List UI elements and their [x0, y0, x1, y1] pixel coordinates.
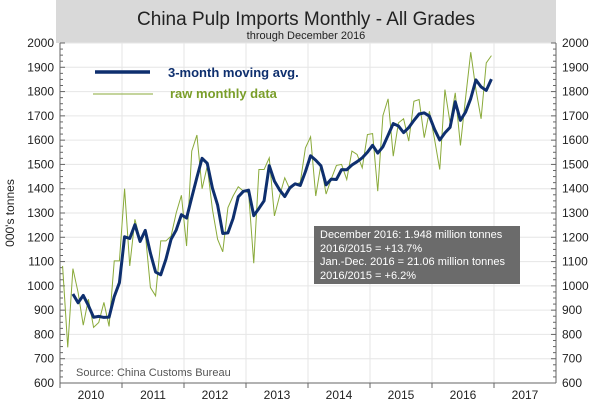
chart-title: China Pulp Imports Monthly - All Grades	[137, 9, 475, 30]
y-tick-label-left: 700	[34, 352, 54, 366]
y-tick-label-left: 800	[34, 327, 54, 341]
y-tick-label-left: 900	[34, 303, 54, 317]
x-tick-label: 2017	[512, 388, 539, 402]
x-tick-label: 2010	[78, 388, 105, 402]
y-tick-label-right: 1700	[562, 109, 589, 123]
y-tick-label-right: 1100	[562, 255, 588, 269]
annotation-line: Jan.-Dec. 2016 = 21.06 million tonnes	[320, 256, 505, 268]
y-tick-label-left: 1100	[28, 255, 54, 269]
chart-subtitle: through December 2016	[247, 30, 366, 42]
y-tick-label-left: 600	[34, 376, 54, 390]
y-tick-label-left: 1800	[27, 85, 54, 99]
y-tick-label-right: 1900	[562, 60, 589, 74]
y-tick-label-right: 1000	[562, 279, 589, 293]
source-note: Source: China Customs Bureau	[76, 367, 231, 379]
y-tick-label-right: 700	[562, 352, 582, 366]
y-tick-label-left: 1600	[27, 133, 54, 147]
y-tick-label-right: 1200	[562, 230, 589, 244]
x-tick-label: 2011	[140, 388, 166, 402]
series-line-raw-monthly	[62, 52, 492, 348]
annotation-line: 2016/2015 = +6.2%	[320, 269, 417, 282]
x-tick-label: 2012	[202, 388, 229, 402]
y-tick-label-left: 1200	[27, 230, 54, 244]
y-axis-label: 000's tonnes	[3, 179, 17, 247]
annotation-line: December 2016: 1.948 million tonnes	[320, 229, 503, 241]
y-tick-label-right: 1300	[562, 206, 589, 220]
x-tick-label: 2016	[450, 388, 477, 402]
y-tick-label-left: 1900	[27, 60, 54, 74]
x-tick-label: 2013	[264, 388, 291, 402]
y-tick-label-left: 2000	[27, 36, 54, 50]
y-tick-label-left: 1000	[27, 279, 54, 293]
x-tick-label: 2014	[326, 388, 353, 402]
y-tick-label-right: 900	[562, 303, 582, 317]
y-tick-label-left: 1500	[27, 157, 54, 171]
y-tick-label-right: 2000	[562, 36, 589, 50]
series-line-moving-avg	[71, 78, 493, 319]
y-tick-label-left: 1700	[27, 109, 54, 123]
y-tick-label-right: 1600	[562, 133, 589, 147]
x-tick-label: 2015	[388, 388, 415, 402]
y-tick-label-right: 600	[562, 376, 582, 390]
y-tick-label-right: 1500	[562, 157, 589, 171]
legend-label-ma: 3-month moving avg.	[168, 65, 299, 80]
annotation-line: 2016/2015 = +13.7%	[320, 242, 423, 255]
title-band	[56, 0, 556, 43]
y-tick-label-right: 1400	[562, 182, 589, 196]
y-tick-label-right: 800	[562, 327, 582, 341]
y-tick-label-right: 1800	[562, 85, 589, 99]
legend-label-raw: raw monthly data	[170, 86, 278, 101]
y-tick-label-left: 1300	[27, 206, 54, 220]
annotation-box: December 2016: 1.948 million tonnes 2016…	[314, 226, 520, 284]
y-tick-label-left: 1400	[27, 182, 54, 196]
